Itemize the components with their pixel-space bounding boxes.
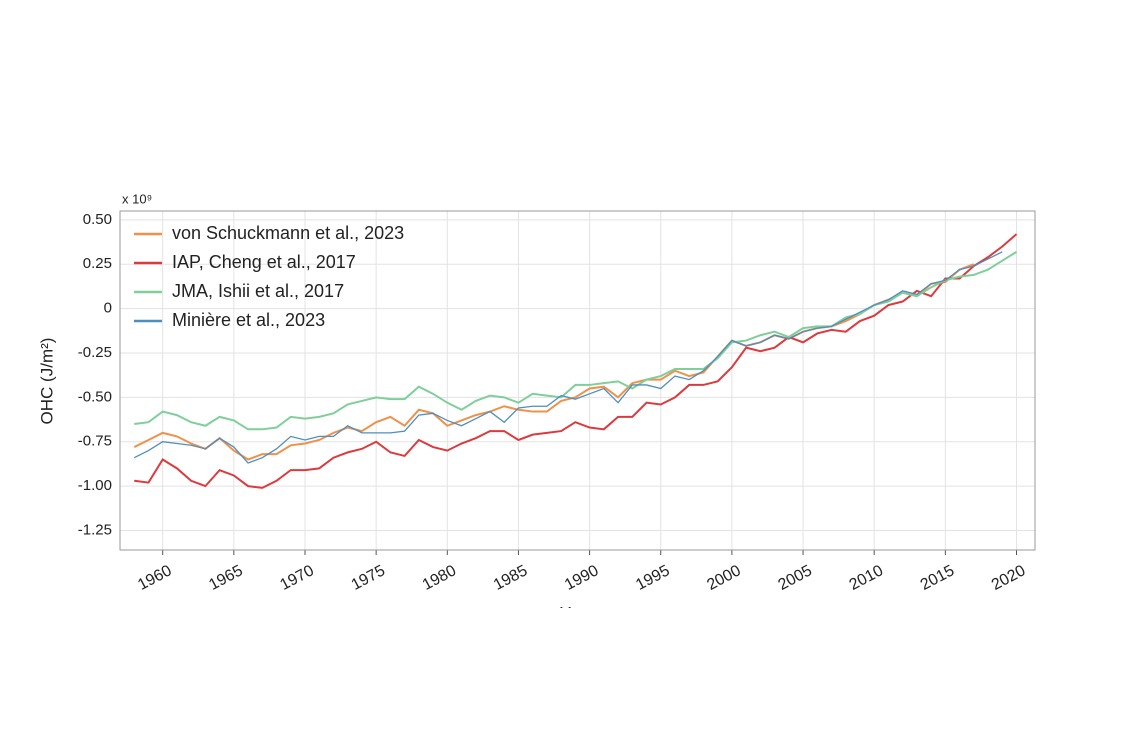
y-axis-label: OHC (J/m²) xyxy=(37,338,56,425)
axis-multiplier: x 10⁹ xyxy=(122,191,152,206)
x-tick-label: 2000 xyxy=(704,562,744,594)
x-tick-label: 1965 xyxy=(206,562,246,594)
x-axis-label: Year xyxy=(560,603,595,622)
x-tick-label: 2005 xyxy=(775,562,815,594)
x-tick-label: 1995 xyxy=(633,562,673,594)
x-tick-label: 1985 xyxy=(491,562,531,594)
legend-label: JMA, Ishii et al., 2017 xyxy=(172,281,344,301)
y-tick-label: 0.25 xyxy=(83,255,112,272)
series-line xyxy=(134,250,1018,431)
x-tick-label: 2020 xyxy=(989,562,1029,594)
x-tick-label: 2010 xyxy=(847,562,887,594)
legend-label: IAP, Cheng et al., 2017 xyxy=(172,252,356,272)
x-tick-label: 1975 xyxy=(349,562,389,594)
y-tick-label: -0.75 xyxy=(78,433,112,450)
legend-label: Minière et al., 2023 xyxy=(172,310,325,330)
y-tick-label: -0.25 xyxy=(78,344,112,361)
plot-frame xyxy=(119,210,1036,551)
y-tick-label: 0 xyxy=(104,300,112,317)
x-tick-label: 2015 xyxy=(918,562,958,594)
series-line xyxy=(134,233,1018,489)
series-line xyxy=(133,251,1003,464)
x-tick-label: 1980 xyxy=(420,562,460,594)
x-tick-label: 1970 xyxy=(277,562,317,594)
y-tick-label: -1.00 xyxy=(78,477,112,494)
y-tick-label: -0.50 xyxy=(78,388,112,405)
x-tick-label: 1960 xyxy=(135,562,175,594)
legend-label: von Schuckmann et al., 2023 xyxy=(172,223,404,243)
y-tick-label: -1.25 xyxy=(78,521,112,538)
x-label-clip: Year xyxy=(560,603,595,622)
x-tick-label: 1990 xyxy=(562,562,602,594)
y-tick-label: 0.50 xyxy=(83,211,112,228)
